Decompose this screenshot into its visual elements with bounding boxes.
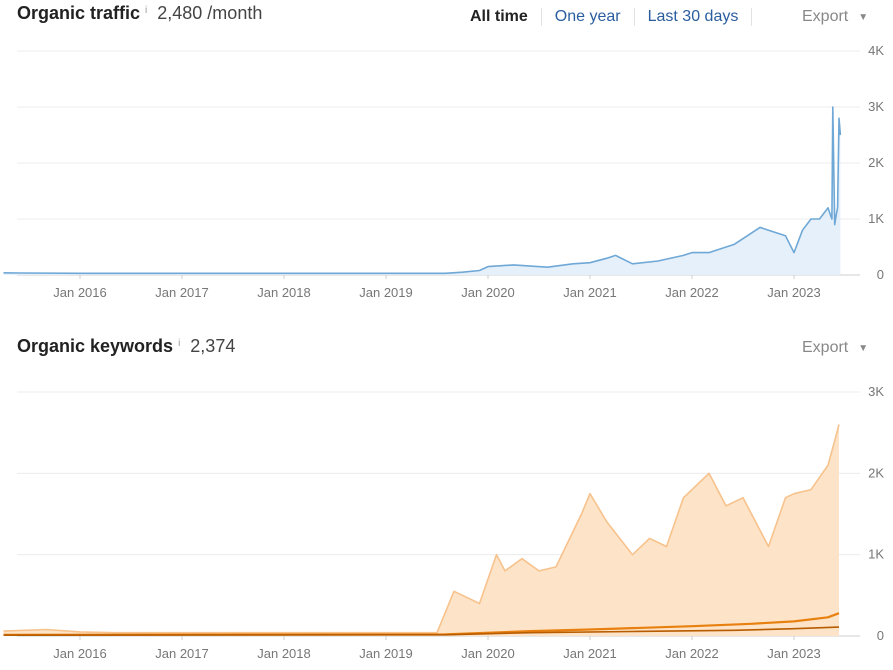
keywords-export-button[interactable]: Export ▼ [802, 339, 868, 357]
range-last-30-days[interactable]: Last 30 days [647, 8, 739, 25]
organic-traffic-value: 2,480 /month [157, 3, 263, 23]
x-tick-label: Jan 2017 [155, 646, 209, 661]
export-label: Export [802, 339, 849, 356]
traffic-export-button[interactable]: Export ▼ [802, 8, 868, 26]
y-tick-label: 0 [877, 628, 884, 643]
organic-traffic-header: Organic traffic i 2,480 /month [17, 3, 262, 33]
y-tick-label: 1K [868, 547, 884, 562]
series-line [3, 626, 840, 636]
x-tick-label: Jan 2017 [155, 285, 209, 300]
range-all-time[interactable]: All time [470, 8, 528, 25]
divider [540, 8, 542, 26]
x-tick-label: Jan 2020 [461, 646, 515, 661]
y-tick-label: 0 [877, 267, 884, 282]
export-label: Export [802, 8, 849, 25]
x-tick-label: Jan 2021 [563, 646, 617, 661]
x-tick-label: Jan 2023 [767, 285, 821, 300]
chevron-down-icon: ▼ [858, 342, 869, 354]
x-tick-label: Jan 2020 [461, 285, 515, 300]
y-tick-label: 4K [868, 43, 884, 58]
series-line [3, 106, 842, 275]
y-tick-label: 3K [868, 99, 884, 114]
x-tick-label: Jan 2019 [359, 285, 413, 300]
series-line [3, 424, 840, 634]
info-icon[interactable]: i [145, 5, 148, 16]
organic-traffic-title: Organic traffic [17, 3, 141, 23]
series-area [3, 107, 841, 275]
organic-keywords-title: Organic keywords [17, 336, 174, 356]
time-range-selector: All time One year Last 30 days [457, 8, 753, 26]
x-tick-label: Jan 2022 [665, 285, 719, 300]
y-tick-label: 2K [868, 155, 884, 170]
divider [751, 8, 753, 26]
x-tick-label: Jan 2018 [257, 285, 311, 300]
divider [633, 8, 635, 26]
x-tick-label: Jan 2016 [53, 285, 107, 300]
y-tick-label: 2K [868, 465, 884, 480]
x-tick-label: Jan 2018 [257, 646, 311, 661]
series-area [3, 424, 839, 636]
x-tick-label: Jan 2019 [359, 646, 413, 661]
y-tick-label: 1K [868, 211, 884, 226]
y-tick-label: 3K [868, 384, 884, 399]
organic-traffic-chart: 4K 3K 2K 1K 0 Jan 2016 Jan 2017 Jan 2018 Jan 201… [3, 43, 884, 300]
organic-keywords-header: Organic keywords i 2,374 [17, 336, 235, 366]
x-tick-label: Jan 2022 [665, 646, 719, 661]
x-tick-label: Jan 2016 [53, 646, 107, 661]
x-tick-label: Jan 2021 [563, 285, 617, 300]
x-tick-label: Jan 2023 [767, 646, 821, 661]
organic-keywords-value: 2,374 [190, 336, 236, 356]
chevron-down-icon: ▼ [858, 11, 869, 23]
info-icon[interactable]: i [178, 338, 181, 349]
range-one-year[interactable]: One year [554, 8, 621, 25]
